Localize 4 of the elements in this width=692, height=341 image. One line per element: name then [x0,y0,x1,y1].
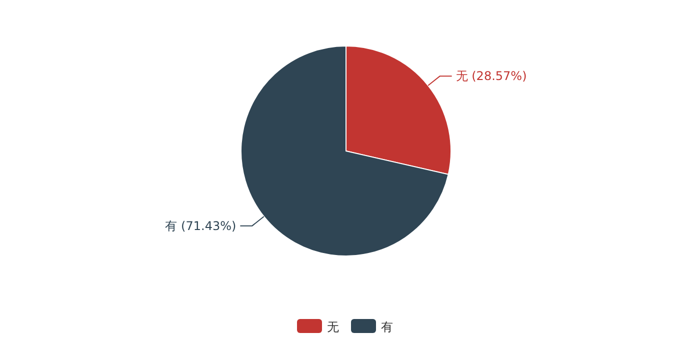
legend-label: 有 [381,320,393,334]
data-label: 无 (28.57%) [456,69,527,84]
legend-label: 无 [327,320,339,334]
data-label: 有 (71.43%) [165,218,236,233]
